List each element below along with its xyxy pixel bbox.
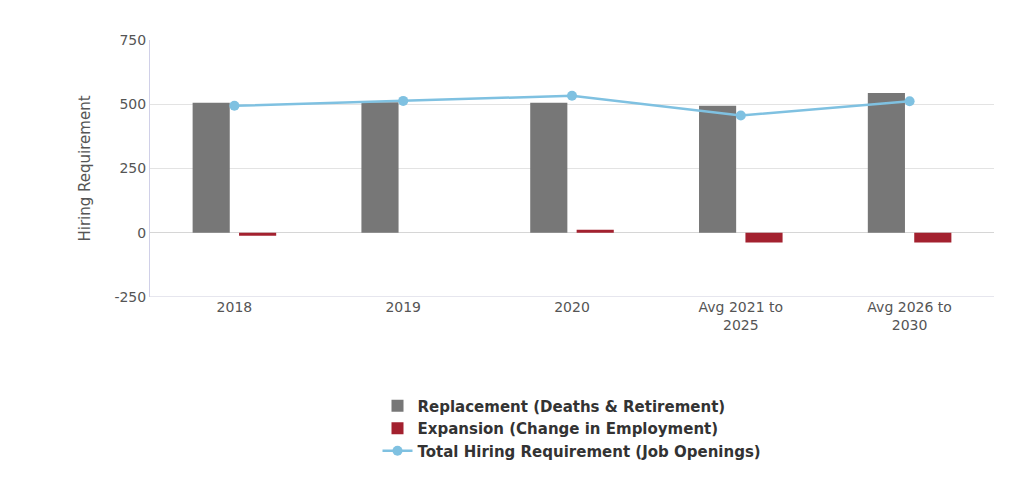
svg-text:-250: -250	[114, 289, 146, 305]
svg-text:250: 250	[119, 160, 146, 176]
svg-text:Total Hiring Requirement (Job: Total Hiring Requirement (Job Openings)	[418, 443, 761, 461]
svg-text:500: 500	[119, 96, 146, 112]
svg-text:2018: 2018	[217, 299, 253, 315]
svg-text:0: 0	[137, 225, 146, 241]
svg-text:Avg 2026 to2030: Avg 2026 to2030	[867, 299, 952, 333]
svg-text:750: 750	[119, 32, 146, 48]
svg-text:2019: 2019	[385, 299, 421, 315]
svg-text:Expansion (Change in Employmen: Expansion (Change in Employment)	[418, 420, 719, 438]
svg-text:Hiring Requirement: Hiring Requirement	[76, 95, 94, 241]
svg-text:2020: 2020	[554, 299, 590, 315]
svg-text:Replacement (Deaths & Retireme: Replacement (Deaths & Retirement)	[418, 398, 726, 416]
svg-text:Avg 2021 to2025: Avg 2021 to2025	[699, 299, 784, 333]
